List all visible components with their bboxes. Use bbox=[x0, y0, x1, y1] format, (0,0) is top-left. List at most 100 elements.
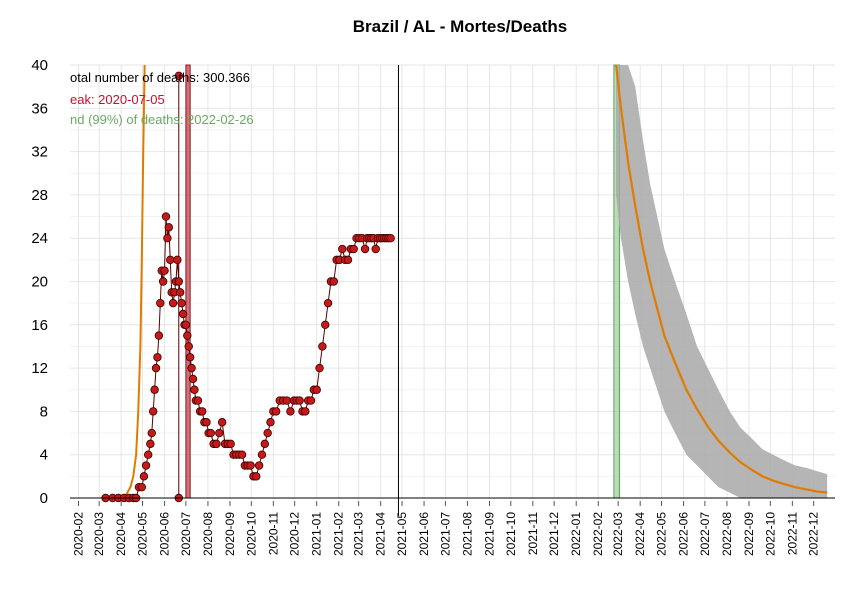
data-point bbox=[193, 396, 203, 405]
x-tick-label: 2021-08 bbox=[460, 512, 474, 556]
annotation-end: nd (99%) of deaths: 2022-02-26 bbox=[70, 112, 254, 127]
data-point bbox=[183, 331, 192, 340]
data-point bbox=[257, 450, 267, 459]
data-point bbox=[174, 277, 183, 286]
x-tick-label: 2021-07 bbox=[438, 512, 452, 556]
data-point bbox=[150, 385, 159, 394]
x-tick-label: 2020-10 bbox=[244, 512, 258, 556]
data-point bbox=[202, 418, 211, 427]
data-point bbox=[147, 428, 156, 438]
data-point bbox=[161, 212, 171, 221]
x-tick-label: 2020-12 bbox=[288, 512, 302, 556]
x-tick-label: 2022-09 bbox=[742, 512, 756, 556]
data-point bbox=[286, 407, 295, 416]
data-point bbox=[321, 320, 330, 329]
data-point bbox=[177, 298, 186, 308]
data-point bbox=[190, 385, 199, 394]
y-tick-label: 4 bbox=[40, 447, 48, 464]
x-tick-label: 2022-02 bbox=[591, 512, 605, 556]
data-point bbox=[386, 233, 395, 243]
data-point bbox=[315, 363, 324, 373]
data-point bbox=[217, 418, 227, 427]
data-point bbox=[323, 298, 333, 308]
y-tick-label: 24 bbox=[31, 230, 48, 247]
x-tick-label: 2020-03 bbox=[92, 512, 106, 556]
data-point bbox=[154, 331, 164, 340]
forecast-line bbox=[614, 64, 828, 494]
data-point bbox=[226, 439, 235, 449]
y-tick-label: 36 bbox=[31, 100, 48, 117]
forecast-band bbox=[616, 65, 828, 498]
data-point bbox=[198, 407, 207, 416]
x-tick-label: 2022-10 bbox=[763, 512, 777, 556]
data-point bbox=[282, 396, 292, 405]
data-point bbox=[215, 428, 224, 438]
x-tick-label: 2020-11 bbox=[266, 512, 280, 555]
data-point bbox=[173, 255, 182, 265]
data-point bbox=[185, 353, 195, 362]
axes: 0 4 8 12 16 20 24 28 32 36 40 2020-02 2020-03 2020-04… bbox=[31, 57, 835, 556]
data-point bbox=[306, 396, 316, 405]
data-point bbox=[349, 244, 358, 254]
data-point bbox=[181, 320, 191, 329]
peak-band bbox=[185, 64, 191, 499]
data-point bbox=[343, 255, 353, 265]
x-tick-label: 2020-02 bbox=[72, 512, 86, 556]
y-tick-label: 16 bbox=[31, 317, 48, 334]
data-point bbox=[212, 439, 221, 449]
data-point bbox=[206, 428, 215, 438]
data-point bbox=[141, 461, 151, 470]
data-point bbox=[160, 266, 169, 275]
y-tick-label: 12 bbox=[31, 360, 48, 377]
x-tick-label: 2022-12 bbox=[807, 512, 821, 556]
data-point bbox=[175, 288, 185, 297]
x-tick-label: 2022-01 bbox=[569, 512, 583, 556]
x-tick-label: 2021-11 bbox=[526, 512, 540, 555]
x-tick-label: 2022-05 bbox=[655, 512, 669, 556]
x-tick-label: 2022-07 bbox=[698, 512, 712, 556]
x-tick-label: 2021-02 bbox=[332, 512, 346, 556]
x-tick-label: 2021-04 bbox=[374, 512, 388, 556]
x-tick-label: 2020-06 bbox=[158, 512, 172, 556]
annotation-total: otal number of deaths: 300.366 bbox=[70, 70, 250, 85]
x-tick-label: 2020-09 bbox=[223, 512, 237, 556]
data-point bbox=[318, 342, 327, 351]
data-point bbox=[156, 298, 165, 308]
data-point bbox=[137, 482, 147, 492]
chart-title: Brazil / AL - Mortes/Deaths bbox=[353, 17, 567, 36]
data-point bbox=[246, 461, 255, 470]
data-point bbox=[301, 407, 310, 416]
data-point bbox=[151, 363, 161, 373]
data-point bbox=[178, 309, 188, 319]
data-point bbox=[338, 244, 347, 254]
data-point bbox=[329, 277, 338, 286]
annotation-peak: eak: 2020-07-05 bbox=[70, 92, 165, 107]
y-tick-label: 28 bbox=[31, 187, 48, 204]
annotations: otal number of deaths: 300.366 eak: 2020… bbox=[70, 70, 254, 127]
y-tick-label: 20 bbox=[31, 274, 48, 291]
x-tick-label: 2021-10 bbox=[504, 512, 518, 556]
data-point bbox=[271, 407, 281, 416]
data-point bbox=[166, 255, 175, 265]
y-tick-label: 8 bbox=[40, 403, 48, 420]
data-point bbox=[146, 439, 155, 449]
data-point bbox=[237, 450, 247, 459]
data-point bbox=[139, 472, 149, 481]
data-point bbox=[295, 396, 304, 405]
x-tick-label: 2022-03 bbox=[611, 512, 625, 556]
data-point bbox=[164, 223, 174, 232]
x-tick-label: 2022-08 bbox=[720, 512, 734, 556]
x-tick-label: 2020-04 bbox=[114, 512, 128, 556]
series-layer bbox=[101, 64, 828, 503]
x-tick-label: 2021-05 bbox=[395, 512, 409, 556]
x-tick-label: 2021-09 bbox=[482, 512, 496, 556]
data-point bbox=[184, 342, 193, 351]
x-tick-label: 2020-08 bbox=[201, 512, 215, 556]
x-tick-label: 2021-01 bbox=[310, 512, 324, 556]
data-point bbox=[158, 277, 168, 286]
data-point bbox=[148, 407, 158, 416]
x-tick-label: 2020-07 bbox=[179, 512, 193, 556]
y-tick-label: 40 bbox=[31, 57, 48, 74]
data-point bbox=[312, 385, 321, 394]
